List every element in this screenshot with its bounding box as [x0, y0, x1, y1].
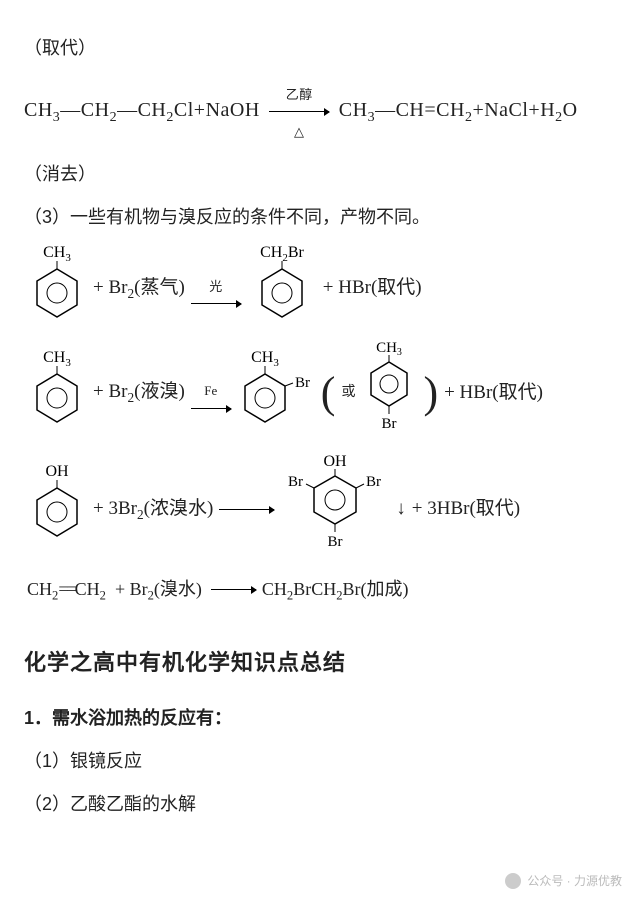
- section-1-title: 1．需水浴加热的反应有：: [24, 704, 616, 733]
- svg-text:Br: Br: [328, 534, 343, 550]
- toluene-icon: CH3: [27, 245, 87, 331]
- section-heading: 化学之高中有机化学知识点总结: [24, 645, 616, 680]
- arrow-icon: 乙醇 △: [269, 77, 329, 146]
- wechat-icon: [505, 873, 521, 889]
- label-substitution: （取代）: [24, 34, 616, 63]
- reaction-3: OH + 3Br2(浓溴水) OHBrBrBr ↓ + 3HBr(取代): [24, 454, 616, 564]
- svg-text:Br: Br: [366, 474, 381, 490]
- benzyl-bromide-icon: CH2Br: [247, 245, 317, 331]
- svg-text:OH: OH: [45, 464, 69, 480]
- section-1-item-2: （2）乙酸乙酯的水解: [24, 790, 616, 819]
- arrow-icon: Fe: [191, 375, 231, 410]
- reaction-2: CH3 + Br2(液溴) Fe CH3Br ( 或 CH3Br ) + HBr…: [24, 342, 616, 444]
- phenol-icon: OH: [27, 464, 87, 554]
- ortho-bromotoluene-icon: CH3Br: [237, 350, 315, 436]
- arrow-icon: 光: [191, 271, 241, 306]
- watermark: 公众号 · 力源优教: [505, 872, 622, 891]
- arrow-icon: [211, 587, 256, 592]
- para-bromotoluene-icon: CH3Br: [361, 342, 417, 444]
- equation-elimination: CH3—CH2—CH2Cl+NaOH 乙醇 △ CH3—CH=CH2+NaCl+…: [24, 77, 616, 146]
- reaction-4: CH2==CH2 + Br2(溴水) CH2BrCH2Br(加成): [24, 575, 616, 606]
- tribromophenol-icon: OH Br Br Br: [280, 454, 390, 564]
- svg-text:OH: OH: [324, 454, 348, 470]
- label-elimination: （消去）: [24, 160, 616, 189]
- svg-text:Br: Br: [382, 416, 397, 432]
- section-1-item-1: （1）银镜反应: [24, 747, 616, 776]
- point-3: （3）一些有机物与溴反应的条件不同，产物不同。: [24, 203, 616, 232]
- svg-text:Br: Br: [288, 474, 303, 490]
- arrow-icon: [219, 507, 274, 512]
- svg-text:Br: Br: [295, 375, 310, 391]
- toluene-icon: CH3: [27, 350, 87, 436]
- reaction-1: CH3 + Br2(蒸气) 光 CH2Br + HBr(取代): [24, 245, 616, 331]
